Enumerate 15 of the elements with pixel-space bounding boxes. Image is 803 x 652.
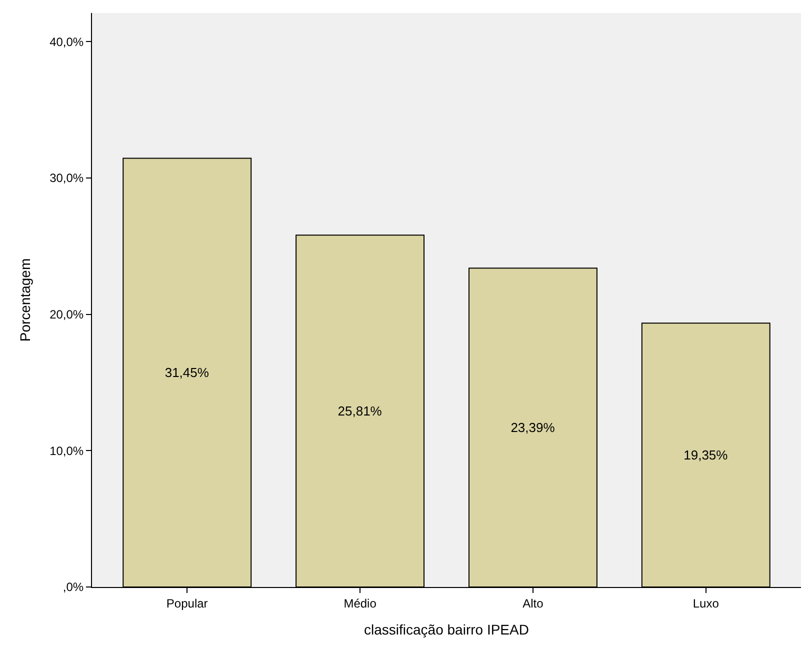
y-axis-title: Porcentagem — [17, 258, 34, 342]
data-label: 19,35% — [684, 448, 728, 463]
x-tick-label: Médio — [344, 596, 377, 610]
data-label: 25,81% — [338, 404, 382, 419]
x-axis-title: classificação bairro IPEAD — [364, 622, 529, 638]
data-label: 31,45% — [164, 365, 210, 380]
x-tick-label: Alto — [522, 596, 544, 610]
y-tick-label: 30,0% — [50, 171, 84, 186]
y-tick-label: 20,0% — [50, 308, 84, 322]
y-tick-label: 40,0% — [50, 34, 84, 49]
y-tick-label: ,0% — [62, 580, 84, 594]
x-tick-label: Luxo — [692, 596, 720, 610]
x-tick-label: Popular — [166, 596, 208, 610]
data-label: 23,39% — [510, 420, 556, 436]
y-tick-label: 10,0% — [50, 444, 84, 458]
